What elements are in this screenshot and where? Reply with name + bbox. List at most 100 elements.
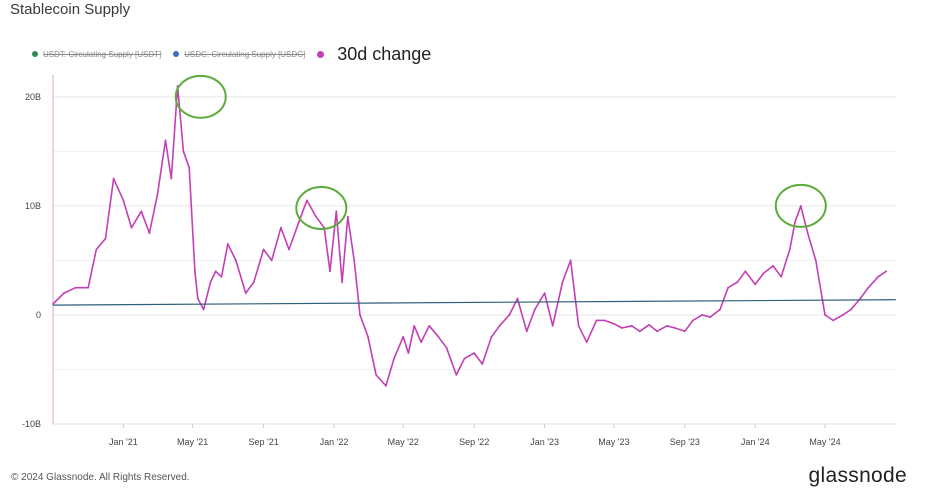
data-point — [74, 286, 77, 289]
data-point — [445, 346, 448, 349]
data-point — [156, 194, 159, 196]
data-point — [508, 314, 511, 316]
legend-dot-usdc — [173, 51, 180, 57]
data-point — [772, 264, 774, 267]
data-point — [375, 374, 378, 376]
highlight-circle — [174, 74, 227, 119]
legend: USDT: Circulating Supply [USDT] USDC: Ci… — [32, 42, 443, 66]
data-point — [533, 308, 536, 311]
data-point — [867, 286, 870, 289]
data-point — [428, 324, 431, 327]
data-point — [315, 215, 318, 218]
data-point — [346, 215, 349, 218]
data-point — [727, 286, 729, 289]
data-point — [262, 248, 265, 251]
data-point — [666, 324, 668, 327]
data-point — [788, 248, 791, 251]
x-tick-label: Jan '23 — [530, 437, 559, 447]
data-point — [842, 314, 844, 316]
series-line-30d-change — [52, 85, 887, 387]
data-point — [402, 335, 405, 338]
data-point — [754, 283, 757, 286]
series-layer — [52, 85, 897, 387]
x-tick-label: Jan '24 — [741, 437, 770, 447]
x-tick-label: May '22 — [388, 437, 419, 447]
data-point — [490, 335, 493, 338]
data-point — [561, 281, 564, 284]
grid-layer — [53, 96, 896, 425]
data-point — [148, 232, 151, 235]
data-point — [104, 237, 107, 240]
data-point — [52, 303, 54, 305]
data-point — [367, 335, 369, 338]
data-point — [709, 316, 712, 319]
y-tick-label: -10B — [22, 419, 41, 429]
data-point — [413, 324, 416, 327]
data-point — [220, 275, 223, 278]
data-point — [719, 308, 721, 311]
data-point — [481, 363, 484, 365]
legend-dot-usdt — [32, 51, 38, 57]
data-point — [543, 292, 546, 295]
data-point — [525, 330, 528, 333]
data-point — [196, 297, 199, 300]
data-point — [473, 352, 476, 355]
data-point — [648, 323, 650, 326]
data-point — [170, 177, 173, 180]
data-point — [832, 319, 835, 322]
data-point — [780, 275, 783, 278]
data-point — [691, 319, 694, 322]
data-point — [214, 270, 217, 273]
x-tick-label: Jan '21 — [109, 437, 138, 447]
data-point — [209, 281, 212, 284]
data-point — [164, 139, 167, 142]
data-point — [595, 319, 598, 322]
x-tick-label: Jan '22 — [320, 437, 349, 447]
legend-label-30d-change: 30d change — [337, 43, 432, 64]
y-tick-label: 10B — [25, 201, 41, 211]
x-tick-label: Sep '22 — [459, 437, 489, 447]
data-point — [87, 286, 90, 289]
data-point — [824, 314, 826, 316]
data-point — [226, 243, 229, 245]
x-tick-label: Sep '23 — [670, 437, 700, 447]
copyright-footer: © 2024 Glassnode. All Rights Reserved. — [11, 472, 190, 483]
data-point — [551, 324, 554, 327]
data-point — [341, 281, 343, 284]
data-point — [603, 319, 606, 322]
legend-dot-30d-change — [317, 50, 325, 58]
data-point — [569, 259, 572, 262]
data-point — [498, 324, 501, 327]
data-point — [407, 352, 410, 355]
legend-label-usdt: USDT: Circulating Supply [USDT] — [43, 49, 162, 59]
data-point — [182, 150, 185, 153]
data-point — [244, 292, 247, 295]
legend-item-usdt[interactable]: USDT: Circulating Supply [USDT] — [32, 50, 161, 59]
highlight-circle — [774, 183, 827, 228]
data-point — [437, 335, 440, 338]
data-point — [420, 341, 423, 344]
axis-layer: 20B 10B 0 -10B Jan '21 May '21 Sep '21 Jan '22 M… — [22, 75, 896, 447]
data-point — [393, 357, 395, 360]
data-point — [329, 270, 331, 273]
data-point — [112, 177, 115, 180]
data-point — [736, 281, 739, 284]
legend-item-usdc[interactable]: USDC: Circulating Supply [USDC] — [173, 50, 305, 59]
data-point — [630, 324, 633, 327]
data-point — [194, 270, 196, 273]
data-point — [385, 384, 387, 387]
data-point — [859, 297, 862, 300]
data-point — [288, 248, 290, 251]
data-point — [202, 308, 205, 311]
legend-item-30d-change[interactable]: 30d change — [317, 44, 431, 65]
data-point — [762, 272, 765, 275]
data-point — [516, 297, 519, 300]
data-point — [235, 259, 237, 262]
data-point — [638, 330, 641, 333]
data-point — [701, 314, 704, 316]
data-point — [744, 270, 747, 273]
data-point — [455, 374, 458, 376]
data-point — [814, 259, 817, 262]
annotation-layer — [174, 74, 827, 231]
